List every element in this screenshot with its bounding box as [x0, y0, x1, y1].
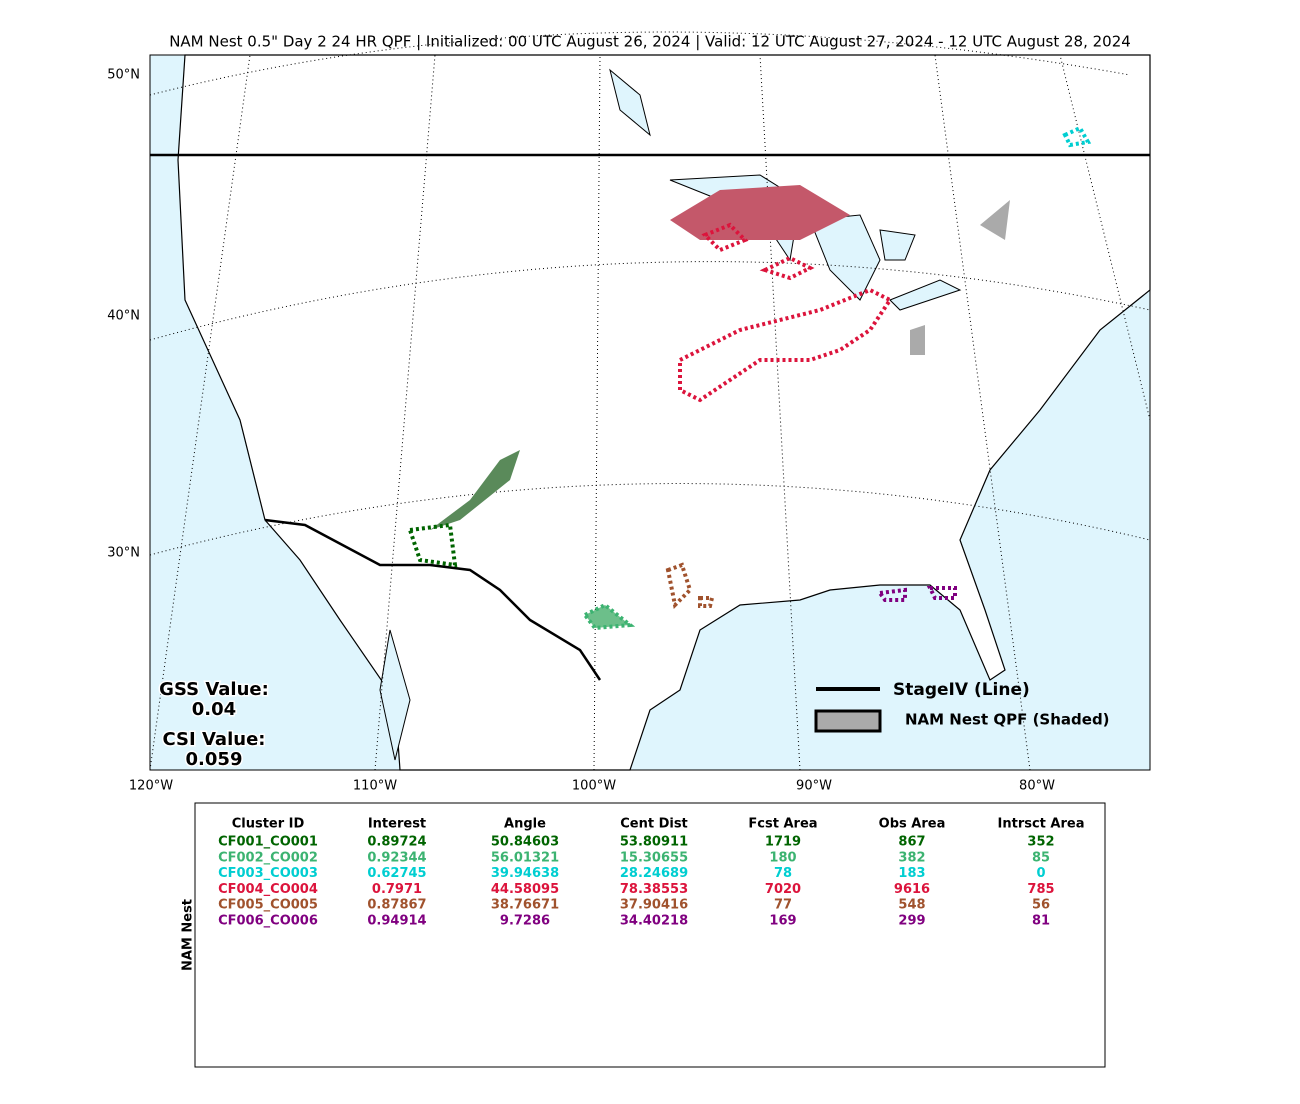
- legend-line-label: StageIV (Line): [893, 680, 1030, 700]
- table-cell: 44.58095: [491, 882, 559, 897]
- lon-label: 110°W: [353, 779, 397, 794]
- legend-shaded-label: NAM Nest QPF (Shaded): [905, 711, 1110, 729]
- table-cell: CF003_CO003: [218, 866, 318, 881]
- table-cell: 0.87867: [367, 898, 426, 913]
- table-cell: 548: [898, 898, 925, 913]
- legend-swatch: [814, 709, 882, 733]
- table-cell: CF002_CO002: [218, 850, 318, 865]
- table-cell: 50.84603: [491, 835, 559, 850]
- table-cell: 78: [774, 866, 792, 881]
- csi-label: CSI Value:: [163, 729, 266, 750]
- table-header: Obs Area: [879, 817, 946, 832]
- table: Cluster ID Interest Angle Cent Dist Fcst Are…: [218, 817, 1084, 929]
- lat-label: 30°N: [107, 546, 140, 561]
- table-cell: 78.38553: [620, 882, 688, 897]
- table-cell: 0.7971: [372, 882, 422, 897]
- table-cell: 9616: [894, 882, 930, 897]
- table-cell: 39.94638: [491, 866, 559, 881]
- table-cell: CF004_CO004: [218, 882, 318, 897]
- table-cell: 1719: [765, 835, 801, 850]
- table-cell: 85: [1032, 850, 1050, 865]
- lat-label: 50°N: [107, 68, 140, 83]
- table-cell: 0.92344: [367, 850, 426, 865]
- table-cell: 7020: [765, 882, 801, 897]
- lon-label: 120°W: [129, 779, 173, 794]
- table-cell: 15.30655: [620, 850, 688, 865]
- table-header: Cent Dist: [620, 817, 688, 832]
- table-header: Interest: [368, 817, 426, 832]
- lon-label: 90°W: [796, 779, 832, 794]
- table-cell: 37.90416: [620, 898, 688, 913]
- table-header: Fcst Area: [748, 817, 817, 832]
- table-header: Cluster ID: [232, 817, 305, 832]
- csi-value: 0.059: [186, 749, 243, 770]
- lon-label: 80°W: [1019, 779, 1055, 794]
- table-cell: 867: [898, 835, 925, 850]
- gss-label: GSS Value:: [159, 679, 269, 700]
- table-cell: CF005_CO005: [218, 898, 318, 913]
- table-cell: 0.94914: [367, 914, 426, 929]
- table-side-label: NAM Nest: [181, 899, 196, 971]
- title: NAM Nest 0.5" Day 2 24 HR QPF | Initiali…: [169, 33, 1131, 51]
- lat-labels: 50°N 40°N 30°N: [107, 68, 140, 561]
- table-cell: 0.89724: [367, 835, 426, 850]
- table-cell: 81: [1032, 914, 1050, 929]
- table-cell: 180: [769, 850, 796, 865]
- table-cell: 785: [1027, 882, 1054, 897]
- lat-label: 40°N: [107, 309, 140, 324]
- table-cell: 0.62745: [367, 866, 426, 881]
- table-cell: 56: [1032, 898, 1050, 913]
- table-cell: 34.40218: [620, 914, 688, 929]
- table-header: Intrsct Area: [998, 817, 1085, 832]
- graticule: [149, 31, 1151, 771]
- table-cell: 56.01321: [491, 850, 559, 865]
- table-cell: 352: [1027, 835, 1054, 850]
- map-frame: [149, 54, 1151, 771]
- table-cell: 0: [1036, 866, 1045, 881]
- clusters: [407, 125, 1092, 631]
- border: [264, 518, 602, 681]
- table-frame: [194, 802, 1106, 1068]
- table-cell: 382: [898, 850, 925, 865]
- table-cell: 28.24689: [620, 866, 688, 881]
- table-cell: CF006_CO006: [218, 914, 318, 929]
- table-cell: 299: [898, 914, 925, 929]
- table-cell: CF001_CO001: [218, 835, 318, 850]
- table-cell: 77: [774, 898, 792, 913]
- table-header: Angle: [504, 817, 546, 832]
- table-cell: 9.7286: [500, 914, 550, 929]
- table-cell: 38.76671: [491, 898, 559, 913]
- table-cell: 169: [769, 914, 796, 929]
- table-cell: 183: [898, 866, 925, 881]
- map: [149, 31, 1151, 771]
- scores: GSS Value: 0.04 CSI Value: 0.059: [158, 678, 271, 772]
- gss-value: 0.04: [192, 699, 236, 720]
- legend: StageIV (Line) NAM Nest QPF (Shaded): [814, 680, 1110, 733]
- lon-label: 100°W: [572, 779, 616, 794]
- lon-labels: 120°W 110°W 100°W 90°W 80°W: [129, 779, 1055, 794]
- table-cell: 53.80911: [620, 835, 688, 850]
